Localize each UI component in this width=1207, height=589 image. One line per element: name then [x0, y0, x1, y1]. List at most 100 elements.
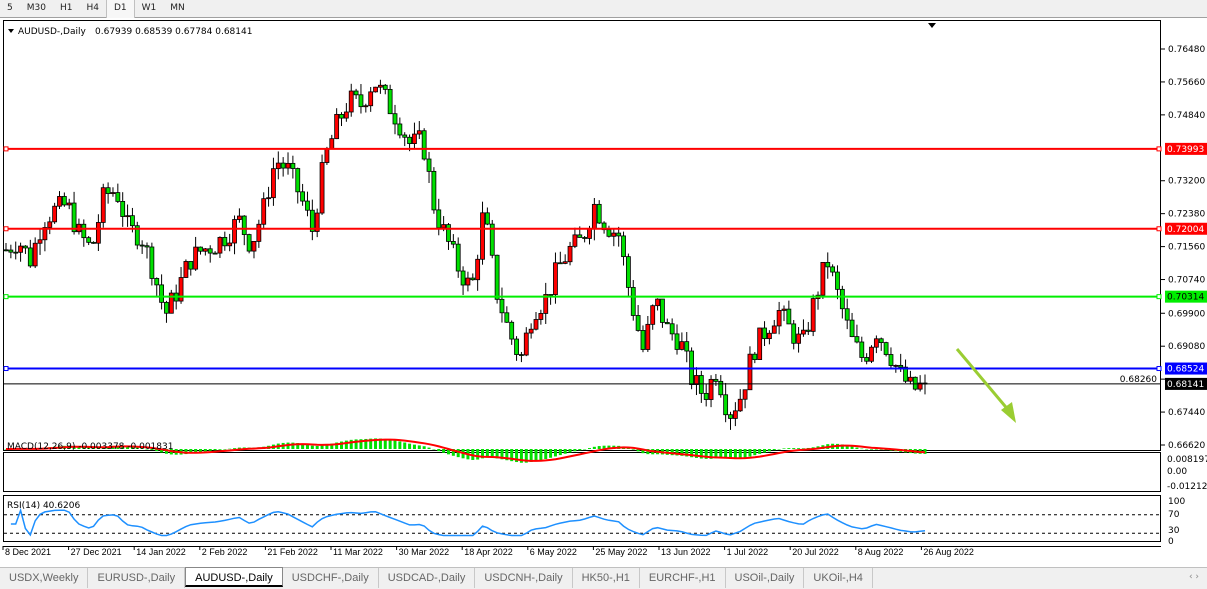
chart-tab[interactable]: USDCAD-,Daily	[379, 568, 476, 588]
candle-body	[246, 234, 252, 252]
macd-histogram-bar	[140, 448, 144, 449]
chart-tab[interactable]: EURUSD-,Daily	[88, 568, 186, 588]
candle-body	[883, 342, 889, 355]
macd-histogram-bar	[310, 445, 314, 449]
candle-body	[820, 261, 826, 296]
candle-body	[275, 162, 281, 170]
macd-histogram-bar	[427, 447, 431, 449]
date-tick-label: 20 Jul 2022	[792, 547, 839, 557]
candle-body	[71, 202, 77, 233]
candle-body	[324, 148, 330, 163]
macd-histogram-bar	[198, 449, 202, 453]
macd-tick-label: 0.00	[1167, 467, 1187, 477]
horizontal-line-price-label: 0.70314	[1167, 293, 1204, 303]
chart-tab[interactable]: EURCHF-,H1	[640, 568, 726, 588]
macd-histogram-bar	[524, 449, 528, 463]
candle-body	[358, 94, 364, 108]
timeframe-D1[interactable]: D1	[105, 0, 135, 18]
macd-histogram-bar	[553, 449, 557, 457]
chart-tab[interactable]: AUDUSD-,Daily	[185, 567, 283, 587]
price-chart[interactable]: AUDUSD-,Daily 0.67939 0.68539 0.67784 0.6…	[0, 18, 1207, 567]
macd-histogram-bar	[160, 449, 164, 453]
date-tick-label: 11 Mar 2022	[333, 547, 383, 557]
chart-tab[interactable]: USDCNH-,Daily	[475, 568, 573, 588]
chart-tab[interactable]: USOil-,Daily	[726, 568, 805, 588]
candle-body	[489, 223, 495, 256]
date-tick-label: 8 Dec 2021	[5, 547, 51, 557]
rsi-tick-label: 0	[1168, 537, 1174, 547]
macd-histogram-bar	[315, 445, 319, 449]
timeframe-M30[interactable]: M30	[26, 2, 46, 13]
candle-body	[198, 246, 203, 252]
candle-body	[635, 315, 641, 331]
macd-tick-label: -0.01212	[1167, 482, 1207, 492]
candle-body	[694, 375, 699, 385]
rsi-pane-frame	[3, 495, 1161, 542]
macd-histogram-bar	[602, 445, 606, 449]
candle-body	[577, 234, 583, 238]
line-handle	[3, 146, 9, 152]
candle-body	[110, 192, 116, 194]
macd-histogram-bar	[505, 449, 509, 461]
candle-body	[786, 308, 792, 325]
chart-tab[interactable]: UKOil-,H4	[804, 568, 873, 588]
candle-body	[343, 111, 349, 119]
candle-body	[650, 305, 656, 325]
macd-histogram-bar	[641, 449, 645, 454]
tab-scroll-arrows[interactable]: ‹ ›	[1188, 572, 1199, 582]
macd-histogram-bar	[763, 449, 767, 453]
macd-histogram-bar	[519, 449, 523, 463]
macd-histogram-bar	[451, 449, 455, 456]
candle-body	[421, 130, 427, 160]
date-tick-label: 30 Mar 2022	[399, 547, 450, 557]
macd-histogram-bar	[738, 449, 742, 459]
timeframe-W1[interactable]: W1	[141, 2, 157, 13]
candle-body	[86, 237, 92, 243]
candle-body	[363, 105, 369, 108]
price-tick-label: 0.73200	[1168, 177, 1205, 187]
candle-body	[348, 90, 354, 113]
candle-body	[241, 215, 247, 235]
macd-histogram-bar	[320, 445, 324, 449]
candle-body	[446, 224, 451, 242]
price-tick-label: 0.74840	[1168, 111, 1205, 121]
candle-body	[917, 382, 923, 390]
candle-body	[679, 341, 685, 350]
candle-body	[329, 138, 335, 150]
candle-body	[154, 278, 160, 286]
macd-histogram-bar	[184, 449, 188, 455]
macd-histogram-bar	[583, 449, 587, 450]
macd-histogram-bar	[330, 443, 334, 449]
candle-body	[616, 232, 622, 237]
macd-histogram-bar	[442, 449, 446, 453]
chart-tab[interactable]: HK50-,H1	[573, 568, 640, 588]
timeframe-H4[interactable]: H4	[86, 2, 99, 13]
candle-body	[397, 123, 403, 136]
macd-label: MACD(12,26,9) -0.003378 -0.001831	[7, 442, 173, 452]
macd-histogram-bar	[417, 445, 421, 449]
candle-body	[752, 353, 758, 360]
candle-body	[839, 288, 845, 310]
trend-arrow	[955, 348, 1012, 413]
macd-histogram-bar	[870, 449, 874, 450]
candle-body	[236, 215, 242, 220]
timeframe-H1[interactable]: H1	[59, 2, 73, 13]
timeframe-5[interactable]: 5	[7, 2, 13, 13]
macd-histogram-bar	[646, 449, 650, 455]
candle-body	[630, 287, 636, 316]
chart-tab[interactable]: USDX,Weekly	[0, 568, 89, 588]
chart-tab[interactable]: USDCHF-,Daily	[283, 568, 379, 588]
candle-body	[723, 394, 729, 416]
horizontal-line-price-label: 0.73993	[1167, 145, 1204, 155]
macd-histogram-bar	[670, 449, 674, 456]
macd-histogram-bar	[291, 442, 295, 449]
candle-body	[562, 261, 568, 264]
timeframe-MN[interactable]: MN	[170, 2, 185, 13]
candle-body	[290, 162, 296, 169]
rsi-tick-label: 70	[1168, 510, 1180, 520]
macd-histogram-bar	[325, 444, 329, 449]
candle-body	[441, 224, 447, 229]
macd-histogram-bar	[437, 449, 441, 452]
candle-body	[450, 241, 456, 245]
arrow-head-icon	[1001, 402, 1016, 423]
